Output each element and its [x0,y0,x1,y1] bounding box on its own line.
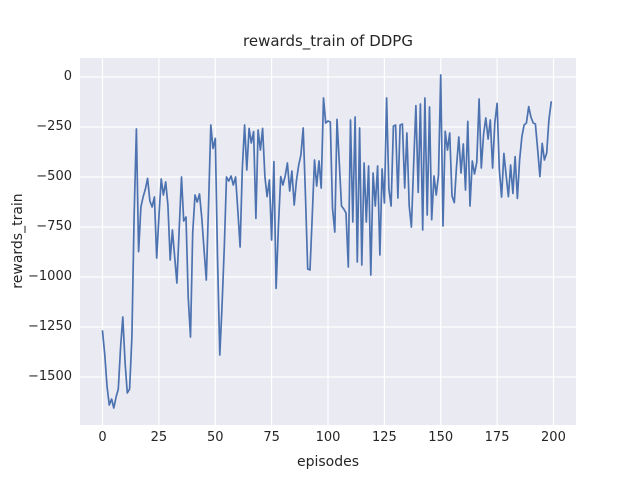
x-tick-label: 200 [541,430,566,445]
chart-title: rewards_train of DDPG [243,32,413,50]
x-tick-label: 75 [263,430,280,445]
x-tick-label: 0 [98,430,107,445]
x-axis-label: episodes [296,454,360,470]
plot-svg [80,58,576,425]
y-tick-label: −1500 [28,369,72,384]
y-tick-label: −1250 [28,319,72,334]
x-tick-label: 125 [371,430,397,445]
x-tick-label: 175 [484,430,510,445]
x-tick-label: 100 [315,430,341,445]
x-tick-label: 25 [150,430,168,445]
x-tick-label: 50 [206,430,224,445]
x-tick-label: 150 [428,430,454,445]
y-tick-label: 0 [63,69,72,84]
y-tick-label: −250 [36,119,72,134]
plot-area [80,58,576,425]
y-tick-label: −750 [36,219,72,234]
series-line [101,74,553,409]
y-tick-label: −500 [36,169,72,184]
y-tick-label: −1000 [28,269,72,284]
